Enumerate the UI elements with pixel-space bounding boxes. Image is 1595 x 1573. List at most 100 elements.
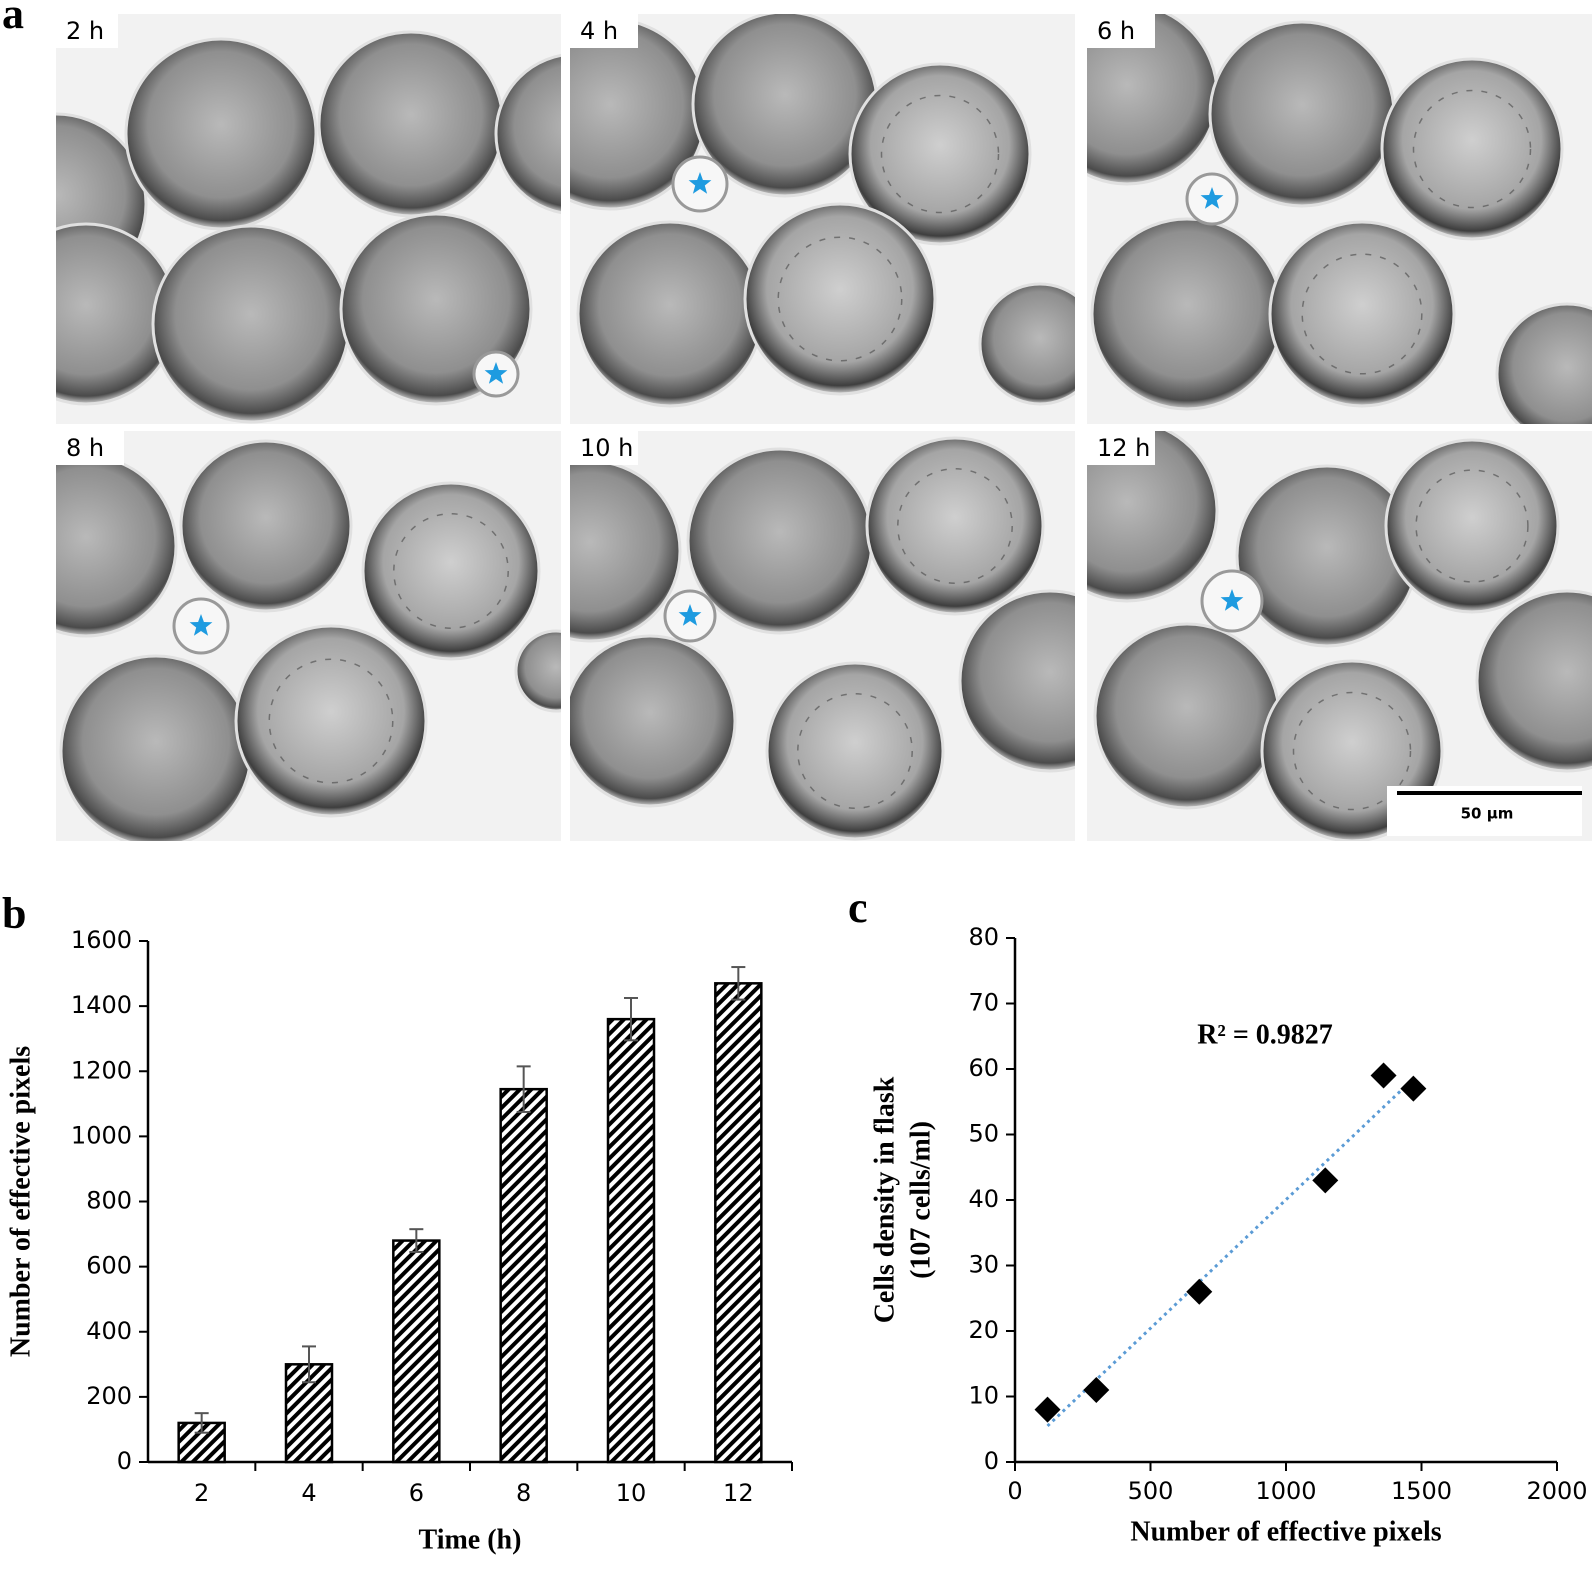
x-axis-label: Time (h) bbox=[419, 1524, 522, 1555]
droplet bbox=[1090, 217, 1284, 411]
x-tick-label: 1000 bbox=[1255, 1477, 1316, 1505]
time-label: 8 h bbox=[66, 434, 104, 462]
point bbox=[1370, 1062, 1397, 1089]
x-axis-label: Number of effective pixels bbox=[1130, 1516, 1441, 1547]
droplet bbox=[686, 447, 874, 635]
error-bar bbox=[194, 1412, 209, 1434]
droplet bbox=[1475, 589, 1592, 773]
point bbox=[1083, 1376, 1110, 1403]
star-marker bbox=[1200, 187, 1224, 209]
droplet bbox=[570, 634, 737, 808]
error-bar bbox=[516, 1065, 531, 1113]
cell-texture bbox=[268, 658, 394, 784]
x-tick-label: 0 bbox=[1007, 1477, 1022, 1505]
droplet bbox=[1495, 302, 1592, 424]
droplet bbox=[1268, 220, 1456, 408]
star-marker bbox=[688, 172, 712, 194]
y-tick-label: 1200 bbox=[71, 1056, 132, 1084]
droplet bbox=[361, 481, 541, 661]
droplet bbox=[1380, 57, 1564, 241]
droplet bbox=[317, 30, 505, 218]
star-marker bbox=[189, 614, 213, 636]
bar bbox=[714, 982, 763, 1464]
error-bar bbox=[302, 1345, 316, 1384]
error-bar bbox=[624, 996, 638, 1042]
droplet bbox=[765, 661, 945, 841]
panel-label: b bbox=[2, 889, 26, 938]
bar bbox=[499, 1087, 548, 1464]
cell-texture bbox=[880, 94, 1000, 214]
panel-label: c bbox=[848, 883, 868, 932]
x-tick-label: 1500 bbox=[1391, 1477, 1452, 1505]
error-bar bbox=[731, 966, 746, 1001]
micrograph: 10 h bbox=[570, 431, 1075, 841]
micrograph: 4 h bbox=[570, 14, 1075, 424]
y-axis-label: Number of effective pixels bbox=[5, 1046, 36, 1357]
bar bbox=[392, 1239, 441, 1464]
cell-texture bbox=[797, 693, 913, 809]
cell-texture bbox=[1301, 253, 1423, 375]
y-tick-label: 800 bbox=[86, 1187, 132, 1215]
y-tick-label: 600 bbox=[86, 1252, 132, 1280]
x-tick-label: 500 bbox=[1128, 1477, 1174, 1505]
point bbox=[1186, 1278, 1213, 1305]
time-label-bg bbox=[1087, 431, 1155, 465]
droplet bbox=[514, 629, 561, 713]
cell-texture bbox=[1415, 469, 1529, 583]
droplet bbox=[494, 53, 561, 215]
y-tick-label: 40 bbox=[968, 1185, 999, 1213]
micrograph: 8 h bbox=[56, 431, 561, 841]
point bbox=[1312, 1167, 1339, 1194]
y-tick-label: 50 bbox=[968, 1120, 999, 1148]
droplet bbox=[978, 282, 1075, 406]
droplet bbox=[56, 222, 178, 406]
droplet bbox=[576, 220, 764, 408]
y-tick-label: 10 bbox=[968, 1382, 999, 1410]
point bbox=[1400, 1075, 1427, 1102]
y-tick-label: 70 bbox=[968, 989, 999, 1017]
cell-texture bbox=[1412, 89, 1532, 209]
cell-texture bbox=[393, 513, 509, 629]
cell-texture bbox=[777, 236, 903, 362]
droplet bbox=[59, 654, 253, 841]
y-tick-label: 400 bbox=[86, 1317, 132, 1345]
y-axis-label: Cells density in flask bbox=[869, 1076, 900, 1323]
panel-label: a bbox=[2, 0, 24, 38]
x-tick-label: 8 bbox=[516, 1479, 531, 1507]
x-tick-label: 10 bbox=[616, 1479, 647, 1507]
y-tick-label: 0 bbox=[984, 1447, 999, 1475]
droplet bbox=[179, 439, 353, 613]
y-tick-label: 1000 bbox=[71, 1121, 132, 1149]
time-label-bg bbox=[56, 431, 124, 465]
x-tick-label: 2 bbox=[194, 1479, 209, 1507]
x-tick-label: 2000 bbox=[1526, 1477, 1587, 1505]
x-tick-label: 6 bbox=[409, 1479, 424, 1507]
x-tick-label: 12 bbox=[723, 1479, 754, 1507]
star-marker bbox=[1220, 589, 1244, 611]
y-axis-label: (107 cells/ml) bbox=[905, 1121, 936, 1279]
micrographs: 2 h 4 h 6 h 8 h 10 h 12 h 50 µm bbox=[56, 14, 1592, 841]
time-label: 4 h bbox=[580, 17, 618, 45]
time-label: 6 h bbox=[1097, 17, 1135, 45]
y-tick-label: 0 bbox=[117, 1447, 132, 1475]
micrograph: 2 h bbox=[56, 14, 561, 424]
time-label-bg bbox=[1087, 14, 1155, 48]
droplet bbox=[1087, 431, 1219, 603]
droplet bbox=[151, 224, 351, 424]
droplet bbox=[958, 589, 1075, 773]
droplet bbox=[865, 436, 1045, 616]
time-label: 12 h bbox=[1097, 434, 1150, 462]
droplet bbox=[1093, 622, 1281, 810]
time-label-bg bbox=[570, 431, 638, 465]
star-marker bbox=[678, 604, 702, 626]
error-bar bbox=[409, 1228, 424, 1253]
micrograph: 12 h 50 µm bbox=[1087, 431, 1592, 841]
y-tick-label: 20 bbox=[968, 1316, 999, 1344]
time-label-bg bbox=[56, 14, 118, 48]
time-label: 2 h bbox=[66, 17, 104, 45]
cell-texture bbox=[897, 468, 1013, 584]
trendline bbox=[1046, 1077, 1415, 1428]
y-tick-label: 30 bbox=[968, 1251, 999, 1279]
annotation: R² = 0.9827 bbox=[1197, 1019, 1333, 1050]
y-tick-label: 200 bbox=[86, 1382, 132, 1410]
